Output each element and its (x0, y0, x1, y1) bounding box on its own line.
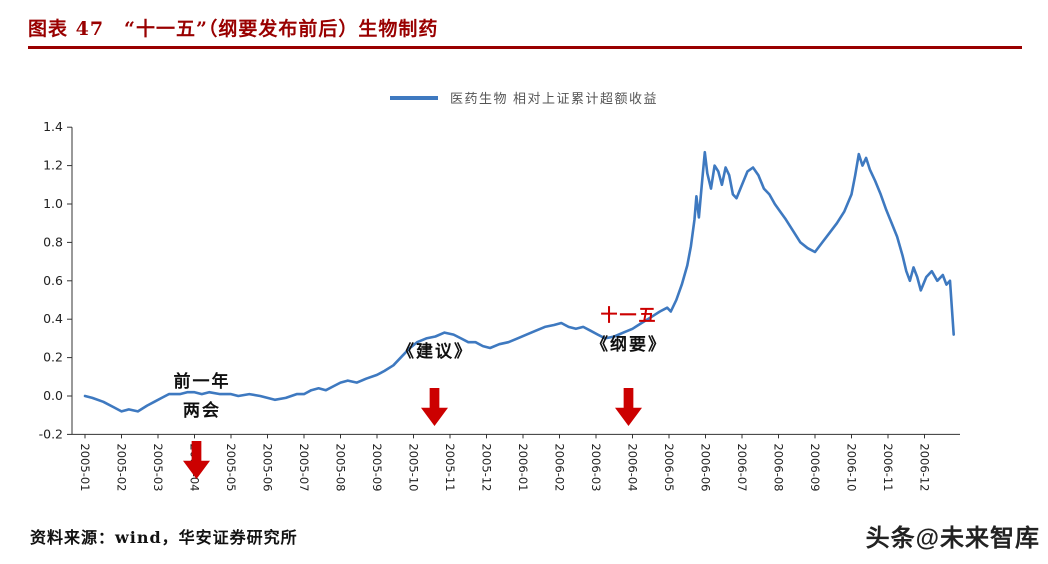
annotation-text: 前一年 (173, 372, 231, 392)
svg-text:2005-11: 2005-11 (443, 443, 457, 491)
svg-text:2006-01: 2006-01 (516, 443, 530, 491)
annotation-text: 十一五 (600, 306, 658, 326)
svg-text:2006-05: 2006-05 (662, 443, 676, 491)
svg-text:1.4: 1.4 (43, 119, 63, 134)
chart-canvas: 1.4 1.2 1.0 0.8 0.6 0.4 0.2 0.0 -0.2 2005-01 2005-… (39, 119, 960, 491)
svg-text:2006-12: 2006-12 (918, 443, 932, 491)
svg-text:2006-03: 2006-03 (589, 443, 603, 491)
svg-text:2005-03: 2005-03 (151, 443, 165, 491)
svg-text:2005-12: 2005-12 (480, 443, 494, 491)
svg-text:2006-07: 2006-07 (735, 443, 749, 491)
svg-text:0.0: 0.0 (43, 388, 63, 403)
svg-text:2005-08: 2005-08 (334, 443, 348, 491)
chart-legend: 医药生物 相对上证累计超额收益 (0, 88, 1048, 107)
svg-text:2005-09: 2005-09 (370, 443, 384, 491)
svg-text:1.2: 1.2 (43, 158, 63, 173)
svg-text:2006-04: 2006-04 (626, 443, 640, 491)
title-rule (28, 46, 1022, 49)
svg-text:0.6: 0.6 (43, 273, 63, 288)
svg-text:0.2: 0.2 (43, 350, 63, 365)
svg-text:2006-11: 2006-11 (881, 443, 895, 491)
svg-text:2006-02: 2006-02 (553, 443, 567, 491)
figure-title: 图表 47 “十一五”（纲要发布前后）生物制药 (28, 18, 439, 40)
svg-text:2005-07: 2005-07 (297, 443, 311, 491)
svg-text:2006-10: 2006-10 (845, 443, 859, 491)
svg-text:2005-10: 2005-10 (407, 443, 421, 491)
annotation-text: 《纲要》 (591, 335, 667, 355)
annotation-jianyi: 《建议》 (370, 338, 500, 367)
svg-text:2005-02: 2005-02 (115, 443, 129, 491)
svg-text:2005-01: 2005-01 (78, 443, 92, 491)
legend-label: 医药生物 相对上证累计超额收益 (449, 91, 659, 106)
svg-text:1.0: 1.0 (43, 196, 63, 211)
svg-text:-0.2: -0.2 (39, 426, 63, 441)
annotation-text: 《建议》 (397, 342, 473, 362)
svg-text:2006-08: 2006-08 (772, 443, 786, 491)
source-note: 资料来源：wind，华安证券研究所 (30, 528, 298, 547)
annotation-text: 两会 (183, 401, 221, 421)
annotation-shiyiwu-gangyao: 十一五 《纲要》 (564, 302, 694, 360)
watermark: 头条@未来智库 (865, 525, 1040, 552)
svg-text:2006-09: 2006-09 (808, 443, 822, 491)
svg-text:0.4: 0.4 (43, 311, 63, 326)
svg-text:2005-06: 2005-06 (261, 443, 275, 491)
legend-line-swatch (389, 95, 438, 100)
svg-text:0.8: 0.8 (43, 234, 63, 249)
svg-text:2005-05: 2005-05 (224, 443, 238, 491)
annotation-previous-year-lianghui: 前一年 两会 (137, 368, 267, 426)
svg-text:2006-06: 2006-06 (699, 443, 713, 491)
line-chart: 1.4 1.2 1.0 0.8 0.6 0.4 0.2 0.0 -0.2 2005-01 2005-… (0, 110, 1048, 520)
